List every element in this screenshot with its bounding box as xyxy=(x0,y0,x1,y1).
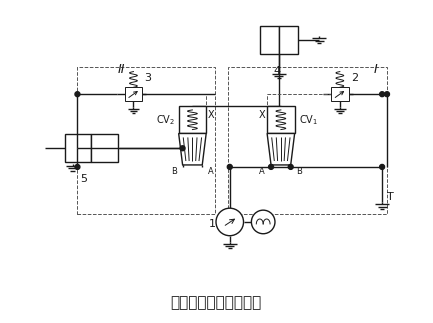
Circle shape xyxy=(75,92,80,97)
Text: 4: 4 xyxy=(273,66,281,76)
Bar xyxy=(279,26,297,54)
Polygon shape xyxy=(267,133,294,165)
Bar xyxy=(331,87,349,101)
Polygon shape xyxy=(179,133,206,165)
Text: I: I xyxy=(373,63,377,76)
Bar xyxy=(179,106,206,133)
Bar xyxy=(228,67,387,214)
Text: 3: 3 xyxy=(144,73,151,83)
Text: 2: 2 xyxy=(351,73,358,83)
Circle shape xyxy=(288,164,293,169)
Circle shape xyxy=(75,164,80,169)
Circle shape xyxy=(180,146,185,151)
Text: A: A xyxy=(208,167,214,176)
Circle shape xyxy=(380,164,385,169)
Bar xyxy=(260,26,279,54)
Text: A: A xyxy=(259,167,265,176)
Text: B: B xyxy=(171,167,177,176)
Bar xyxy=(78,67,215,214)
Text: X: X xyxy=(259,110,265,120)
Text: CV$_1$: CV$_1$ xyxy=(299,113,318,127)
Circle shape xyxy=(268,164,274,169)
Bar xyxy=(125,87,142,101)
Text: II: II xyxy=(118,63,126,76)
Circle shape xyxy=(380,92,385,97)
Text: 插裝閥的順序動作回路: 插裝閥的順序動作回路 xyxy=(170,295,262,310)
Text: CV$_2$: CV$_2$ xyxy=(155,113,175,127)
Circle shape xyxy=(227,164,232,169)
Bar xyxy=(267,106,294,133)
Circle shape xyxy=(216,208,243,236)
Text: 5: 5 xyxy=(80,174,87,184)
Text: T: T xyxy=(387,193,394,203)
Text: X: X xyxy=(208,110,215,120)
Bar xyxy=(91,134,118,162)
Circle shape xyxy=(252,210,275,234)
Bar xyxy=(65,134,91,162)
Text: 1: 1 xyxy=(209,219,216,229)
Text: B: B xyxy=(297,167,303,176)
Circle shape xyxy=(385,92,389,97)
